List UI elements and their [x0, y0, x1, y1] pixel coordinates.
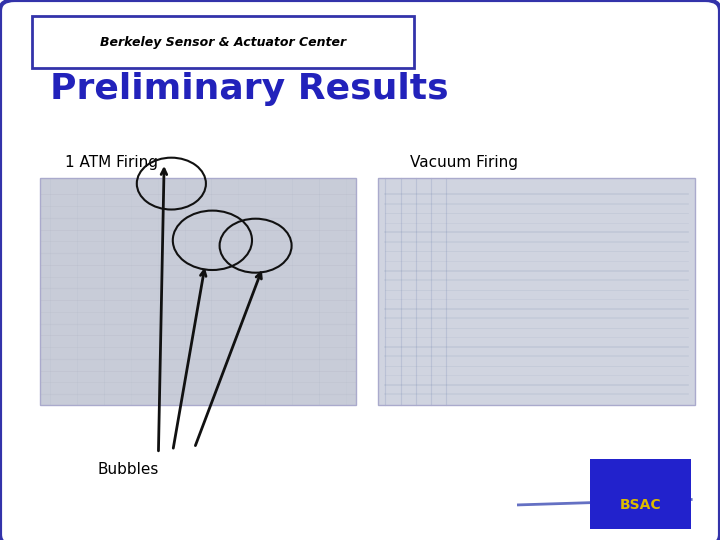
FancyBboxPatch shape [378, 178, 695, 405]
Text: 1 ATM Firing: 1 ATM Firing [65, 154, 158, 170]
FancyBboxPatch shape [32, 16, 414, 68]
Text: Bubbles: Bubbles [97, 462, 158, 477]
Text: BSAC: BSAC [620, 498, 662, 512]
Text: Vacuum Firing: Vacuum Firing [410, 154, 518, 170]
Text: Berkeley Sensor & Actuator Center: Berkeley Sensor & Actuator Center [100, 36, 346, 49]
FancyBboxPatch shape [590, 459, 691, 529]
FancyBboxPatch shape [40, 178, 356, 405]
Text: Preliminary Results: Preliminary Results [50, 72, 449, 106]
